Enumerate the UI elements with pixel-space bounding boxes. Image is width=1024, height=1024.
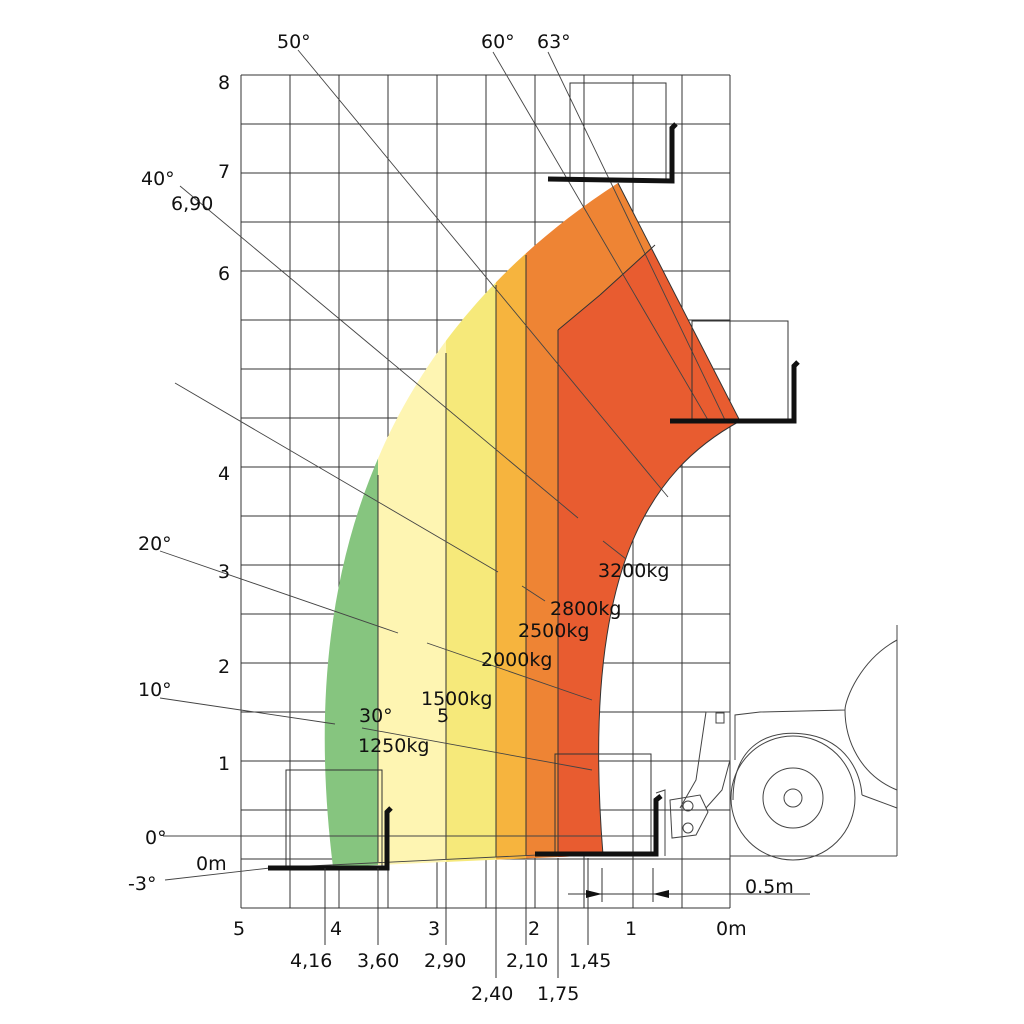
y-axis-labels: 8 7 6 4 3 2 1 0m xyxy=(196,72,230,875)
angle-20: 20° xyxy=(138,533,172,555)
angle-50: 50° xyxy=(277,31,311,53)
angle-10: 10° xyxy=(138,679,172,701)
load-zones xyxy=(324,183,740,867)
x-tick-5: 5 xyxy=(233,918,245,940)
x-axis-labels: 5 4 3 2 1 0m xyxy=(233,918,747,940)
y-tick-4: 4 xyxy=(218,463,230,485)
zone-2000kg xyxy=(446,183,496,867)
y-tick-2: 2 xyxy=(218,656,230,678)
label-1500kg: 1500kg xyxy=(421,688,492,710)
distance-1-45: 1,45 xyxy=(569,950,611,972)
y-tick-8: 8 xyxy=(218,72,230,94)
distance-2-90: 2,90 xyxy=(424,950,466,972)
x-tick-3: 3 xyxy=(428,918,440,940)
label-2000kg: 2000kg xyxy=(481,649,552,671)
zone-2500kg xyxy=(496,183,526,867)
distance-4-16: 4,16 xyxy=(290,950,332,972)
x-tick-4: 4 xyxy=(330,918,342,940)
forks xyxy=(268,122,800,871)
y-tick-6: 6 xyxy=(218,263,230,285)
x-tick-2: 2 xyxy=(528,918,540,940)
label-1250kg: 1250kg xyxy=(358,735,429,757)
distance-1-75: 1,75 xyxy=(537,983,579,1005)
reach-labels: 6,90 5 xyxy=(171,193,449,727)
height-6-90: 6,90 xyxy=(171,193,213,215)
y-tick-1: 1 xyxy=(218,753,230,775)
distance-labels: 4,16 3,60 2,90 2,40 2,10 1,75 1,45 xyxy=(290,950,611,1005)
offset-label: 0.5m xyxy=(745,876,794,898)
machine-outline xyxy=(655,625,898,861)
angle-0: 0° xyxy=(145,827,167,849)
y-tick-3: 3 xyxy=(218,561,230,583)
x-tick-0m: 0m xyxy=(716,918,747,940)
label-2800kg: 2800kg xyxy=(550,598,621,620)
y-tick-7: 7 xyxy=(218,161,230,183)
distance-ticks xyxy=(324,858,589,978)
distance-3-60: 3,60 xyxy=(357,950,399,972)
angle-30: 30° xyxy=(359,705,393,727)
label-3200kg: 3200kg xyxy=(598,560,669,582)
y-tick-0m: 0m xyxy=(196,853,227,875)
label-2500kg: 2500kg xyxy=(518,620,589,642)
offset-dimension xyxy=(568,868,810,902)
reach-5: 5 xyxy=(437,705,449,727)
distance-2-10: 2,10 xyxy=(506,950,548,972)
angle-neg3: -3° xyxy=(128,873,156,895)
distance-2-40: 2,40 xyxy=(471,983,513,1005)
angle-40: 40° xyxy=(141,168,175,190)
angle-63: 63° xyxy=(537,31,571,53)
zone-boundaries xyxy=(377,182,741,862)
x-tick-1: 1 xyxy=(625,918,637,940)
angle-labels: 50° 60° 63° 40° 20° 10° 30° 0° -3° xyxy=(128,31,571,895)
angle-60: 60° xyxy=(481,31,515,53)
zone-labels: 1250kg 1500kg 2000kg 2500kg 2800kg 3200k… xyxy=(358,560,669,757)
